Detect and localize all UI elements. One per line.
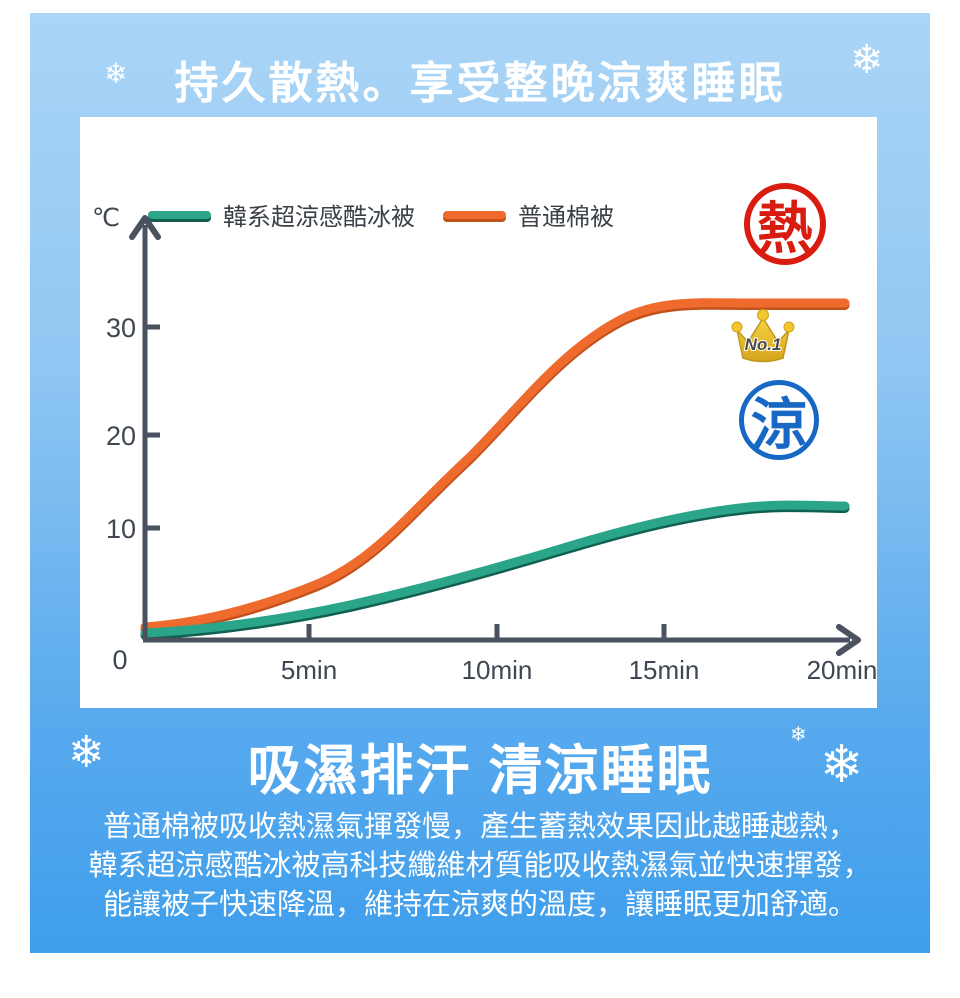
x-axis-arrow-icon bbox=[836, 624, 861, 656]
chart-card: 韓系超涼感酷冰被 普通棉被 bbox=[80, 117, 877, 708]
y-axis-unit: ℃ bbox=[92, 204, 121, 232]
y-tick-label-30: 30 bbox=[105, 313, 136, 343]
description-line: 普通棉被吸收熱濕氣揮發慢，產生蓄熱效果因此越睡越熱， bbox=[102, 811, 857, 843]
legend-item-cool-blanket: 韓系超涼感酷冰被 bbox=[148, 197, 415, 232]
snowflake-icon: ❄ bbox=[820, 736, 864, 794]
series-cotton-line bbox=[140, 298, 850, 632]
y-tick-label-10: 10 bbox=[105, 514, 136, 544]
bottom-heading: 吸濕排汗 清涼睡眠 bbox=[247, 741, 713, 801]
blue-panel: ❄ ❄ 持久散熱。享受整晚涼爽睡眠 韓系超涼感酷冰被 普通棉被 bbox=[30, 13, 930, 953]
snowflake-icon: ❄ bbox=[68, 728, 105, 777]
snowflake-icon: ❄ bbox=[850, 38, 884, 82]
hot-stamp-badge: 熱 bbox=[744, 183, 826, 265]
x-tick-label-15min: 15min bbox=[628, 655, 700, 685]
legend-label: 韓系超涼感酷冰被 bbox=[223, 204, 415, 231]
origin-label: 0 bbox=[112, 645, 128, 675]
y-tick-label-20: 20 bbox=[105, 421, 136, 451]
no1-crown-icon: No.1 bbox=[731, 309, 795, 363]
x-tick-label-20min: 20min bbox=[806, 655, 878, 685]
no1-label: No.1 bbox=[745, 335, 782, 354]
legend-item-cotton-blanket: 普通棉被 bbox=[443, 197, 614, 232]
cool-stamp-badge: 涼 bbox=[739, 380, 819, 460]
snowflake-icon: ❄ bbox=[790, 724, 807, 746]
legend-swatch-cotton bbox=[443, 210, 506, 219]
line-chart-plot bbox=[129, 215, 861, 656]
y-axis-arrow-icon bbox=[129, 215, 161, 240]
description-line: 韓系超涼感酷冰被高科技纖維材質能吸收熱濕氣並快速揮發， bbox=[88, 850, 872, 882]
legend-label: 普通棉被 bbox=[518, 204, 614, 231]
x-tick-label-10min: 10min bbox=[461, 655, 533, 685]
chart-legend: 韓系超涼感酷冰被 普通棉被 bbox=[148, 197, 614, 232]
series-cool-line bbox=[140, 500, 850, 638]
description-paragraph: 普通棉被吸收熱濕氣揮發慢，產生蓄熱效果因此越睡越熱， 韓系超涼感酷冰被高科技纖維… bbox=[30, 808, 930, 925]
description-line: 能讓被子快速降溫，維持在涼爽的溫度，讓睡眠更加舒適。 bbox=[102, 889, 857, 921]
page-title: 持久散熱。享受整晚涼爽睡眠 bbox=[174, 59, 786, 108]
x-tick-label-5min: 5min bbox=[280, 655, 338, 685]
snowflake-icon: ❄ bbox=[104, 58, 128, 89]
legend-swatch-cool bbox=[148, 210, 211, 219]
